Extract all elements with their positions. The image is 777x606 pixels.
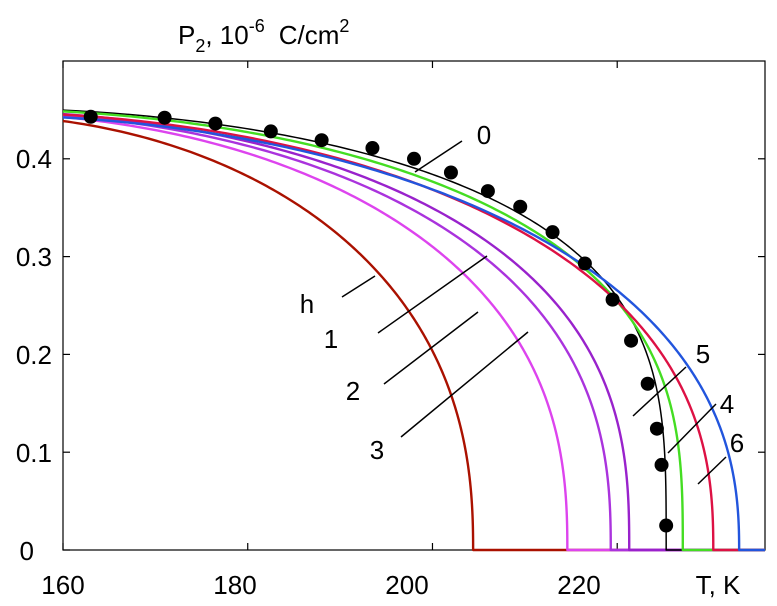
leader-line-0 bbox=[414, 140, 463, 173]
curve-5 bbox=[62, 110, 765, 552]
curve-1 bbox=[62, 112, 765, 552]
data-point-5 bbox=[365, 141, 380, 156]
data-point-2 bbox=[208, 116, 223, 131]
y-tick-label-0: 0 bbox=[20, 536, 34, 566]
leader-line-6 bbox=[697, 456, 727, 485]
leader-line-4 bbox=[667, 403, 717, 454]
curve-label-4: 4 bbox=[720, 389, 734, 419]
data-point-12 bbox=[605, 292, 620, 307]
leader-line-h bbox=[341, 275, 376, 298]
curves bbox=[62, 109, 765, 552]
data-point-4 bbox=[314, 133, 329, 148]
x-tick-label-160: 160 bbox=[41, 570, 84, 600]
x-tick-label-180: 180 bbox=[213, 570, 256, 600]
y-tick-label-0.1: 0.1 bbox=[16, 438, 52, 468]
data-point-0 bbox=[83, 109, 98, 124]
y-axis-title: P2, 10-6 C/cm2 bbox=[178, 16, 349, 56]
curve-label-6: 6 bbox=[730, 428, 744, 458]
curve-label-0: 0 bbox=[477, 120, 491, 150]
curve-2 bbox=[62, 114, 765, 552]
curve-6 bbox=[62, 116, 765, 552]
curve-3 bbox=[62, 115, 765, 552]
y-axis-title-exp: -6 bbox=[249, 16, 265, 36]
leader-line-3 bbox=[400, 331, 529, 438]
curve-label-2: 2 bbox=[346, 376, 360, 406]
data-point-8 bbox=[480, 184, 495, 199]
curve-4 bbox=[62, 113, 765, 552]
data-point-7 bbox=[443, 165, 458, 180]
data-point-17 bbox=[659, 518, 674, 533]
y-tick-label-0.4: 0.4 bbox=[16, 144, 52, 174]
y-axis-title-unit: C/cm bbox=[279, 20, 340, 50]
data-point-16 bbox=[654, 457, 669, 472]
curve-label-h: h bbox=[300, 289, 314, 319]
data-points bbox=[83, 109, 674, 533]
curve-label-1: 1 bbox=[324, 324, 338, 354]
y-axis-title-rest: , 10 bbox=[205, 20, 248, 50]
curve-label-3: 3 bbox=[370, 435, 384, 465]
y-tick-label-0.2: 0.2 bbox=[16, 340, 52, 370]
data-point-9 bbox=[513, 199, 528, 214]
leader-line-5 bbox=[632, 366, 687, 417]
data-point-6 bbox=[407, 151, 421, 166]
data-point-1 bbox=[157, 110, 172, 125]
plot-frame bbox=[62, 60, 766, 551]
label-leaders bbox=[341, 140, 727, 485]
y-axis-title-unit-exp: 2 bbox=[339, 16, 349, 36]
y-axis-title-p: P bbox=[178, 20, 195, 50]
x-axis-title: T, K bbox=[696, 570, 741, 600]
data-point-15 bbox=[649, 421, 664, 436]
y-tick-label-0.3: 0.3 bbox=[16, 242, 52, 272]
x-tick-label-200: 200 bbox=[385, 570, 428, 600]
x-tick-label-220: 220 bbox=[557, 570, 600, 600]
y-axis-title-sub: 2 bbox=[195, 36, 205, 56]
leader-line-1 bbox=[377, 255, 488, 334]
curve-label-5: 5 bbox=[696, 339, 710, 369]
data-point-13 bbox=[624, 333, 639, 348]
data-point-11 bbox=[577, 256, 592, 271]
curve-h bbox=[62, 119, 765, 552]
data-point-10 bbox=[545, 225, 560, 240]
data-point-14 bbox=[640, 376, 655, 391]
data-point-3 bbox=[263, 124, 278, 139]
leader-line-2 bbox=[383, 311, 479, 385]
axes bbox=[62, 60, 766, 551]
